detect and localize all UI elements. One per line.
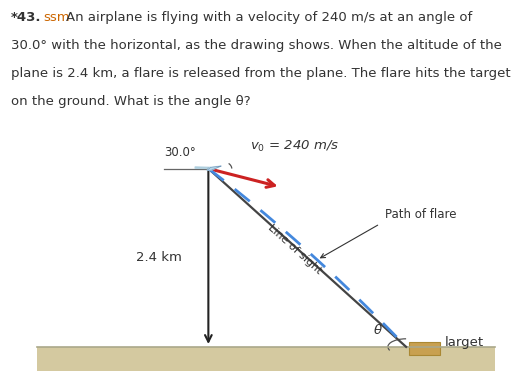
Polygon shape <box>195 167 212 168</box>
Bar <box>409 342 440 355</box>
Text: Line of sight: Line of sight <box>266 223 324 276</box>
Text: *43.: *43. <box>11 11 41 24</box>
Text: plane is 2.4 km, a flare is released from the plane. The flare hits the target: plane is 2.4 km, a flare is released fro… <box>11 67 510 80</box>
Polygon shape <box>207 166 221 170</box>
Text: Path of flare: Path of flare <box>386 208 457 221</box>
Text: θ: θ <box>373 324 382 337</box>
Text: 30.0° with the horizontal, as the drawing shows. When the altitude of the: 30.0° with the horizontal, as the drawin… <box>11 39 501 52</box>
Text: ssm: ssm <box>44 11 70 24</box>
Text: on the ground. What is the angle θ?: on the ground. What is the angle θ? <box>11 95 250 108</box>
Text: 30.0°: 30.0° <box>164 147 196 160</box>
Text: 2.4 km: 2.4 km <box>136 251 182 264</box>
Text: An airplane is flying with a velocity of 240 m/s at an angle of: An airplane is flying with a velocity of… <box>66 11 473 24</box>
Text: larget: larget <box>445 336 484 349</box>
Text: $v_0$ = 240 m/s: $v_0$ = 240 m/s <box>250 139 339 154</box>
Bar <box>37 347 494 371</box>
